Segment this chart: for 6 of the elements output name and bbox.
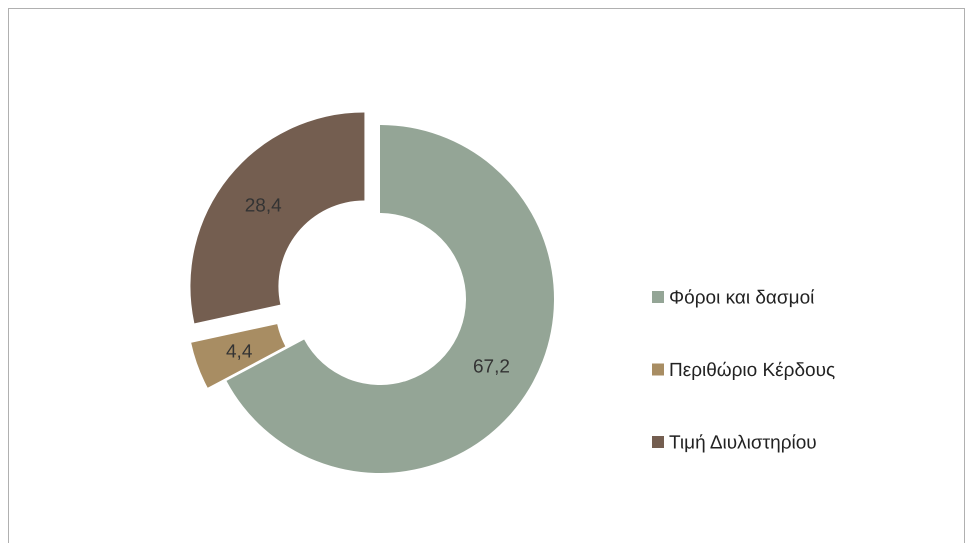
data-label: 28,4 (244, 195, 282, 216)
data-label: 4,4 (226, 341, 253, 362)
legend-label: Τιμή Διυλιστηρίου (669, 432, 817, 454)
legend-label: Περιθώριο Κέρδους (669, 360, 836, 382)
data-label: 67,2 (472, 356, 510, 378)
legend-label: Φόροι και δασμοί (669, 288, 816, 309)
